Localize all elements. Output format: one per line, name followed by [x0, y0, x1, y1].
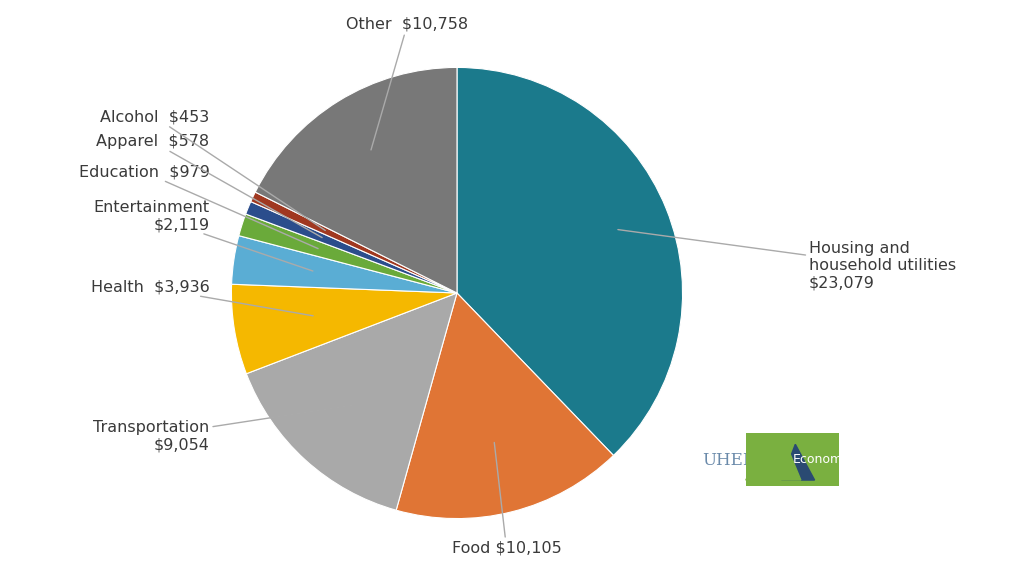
Text: Economy: Economy [804, 454, 861, 467]
Text: Transportation
$9,054: Transportation $9,054 [93, 406, 352, 452]
Wedge shape [239, 214, 457, 293]
Text: Housing and
household utilities
$23,079: Housing and household utilities $23,079 [617, 230, 956, 291]
Text: Health  $3,936: Health $3,936 [91, 280, 313, 316]
Wedge shape [247, 293, 457, 510]
Wedge shape [255, 67, 457, 293]
Polygon shape [745, 433, 801, 480]
Wedge shape [251, 192, 457, 293]
Text: Economy: Economy [793, 453, 850, 466]
Wedge shape [457, 67, 683, 455]
Wedge shape [246, 202, 457, 293]
Text: Apparel  $578: Apparel $578 [96, 134, 323, 237]
Polygon shape [781, 444, 814, 480]
Text: Other  $10,758: Other $10,758 [346, 16, 469, 150]
Text: Food $10,105: Food $10,105 [452, 442, 561, 556]
Text: Alcohol  $453: Alcohol $453 [100, 110, 326, 230]
Text: UHERO: UHERO [701, 452, 769, 469]
FancyBboxPatch shape [745, 433, 840, 486]
Text: Entertainment
$2,119: Entertainment $2,119 [93, 200, 313, 271]
Wedge shape [231, 284, 457, 374]
Wedge shape [396, 293, 613, 519]
Wedge shape [231, 236, 457, 293]
Text: Education  $979: Education $979 [79, 165, 318, 248]
